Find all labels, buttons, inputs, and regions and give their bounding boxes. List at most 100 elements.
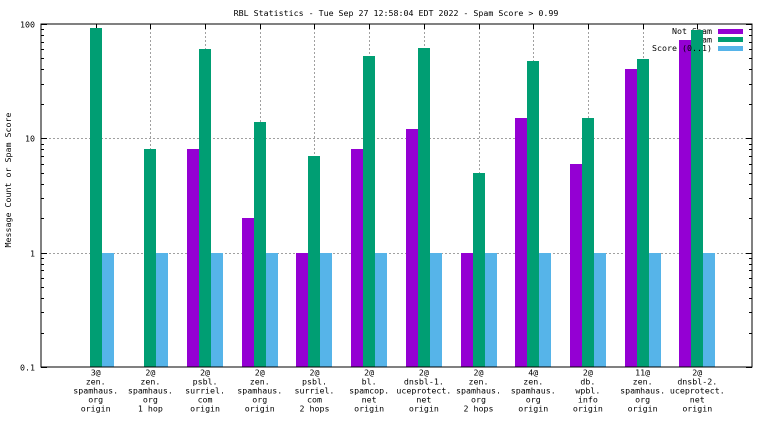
x-tick-label-line: info [578,395,598,405]
y-tick-label: 10 [25,134,35,144]
x-tick-label-line: org [252,395,267,405]
x-tick-label-line: 1 hop [138,404,163,414]
x-tick-label-line: origin [81,404,111,414]
bar-not-spam-2 [187,149,199,367]
bar-score-0-1-6 [430,253,442,367]
x-tick-label-line: spamhaus. [620,386,665,396]
x-tick-label-line: 2@ [255,368,265,378]
x-tick-label-line: 2 hops [299,404,329,414]
bar-spam-11 [691,30,703,367]
x-tick-label-line: spamhaus. [237,386,282,396]
x-tick-label-line: org [143,395,158,405]
bar-score-0-1-11 [703,253,715,367]
bar-score-0-1-7 [485,253,497,367]
x-tick-label-line: net [362,395,377,405]
legend-swatch-spam [718,37,743,42]
x-tick-label-line: surriel. [294,386,334,396]
bar-score-0-1-4 [320,253,332,367]
x-tick-label-line: surriel. [185,386,225,396]
y-tick-label: 1 [30,249,35,259]
legend-swatch-not-spam [718,29,743,34]
x-tick-label-line: zen. [469,377,489,387]
x-tick-label-line: spamhaus. [511,386,556,396]
x-tick-label-line: origin [354,404,384,414]
x-tick-label-line: 2@ [309,368,319,378]
x-tick-label-line: net [416,395,431,405]
bar-spam-6 [418,48,430,367]
x-tick-label-line: 2 hops [464,404,494,414]
x-tick-label-line: 2@ [200,368,210,378]
y-axis-label: Message Count or Spam Score [3,113,13,248]
x-tick-label-line: psbl. [302,377,327,387]
chart-title: RBL Statistics - Tue Sep 27 12:58:04 EDT… [234,8,559,18]
x-tick-label-line: spamhaus. [456,386,501,396]
y-tick-label: 100 [20,20,35,30]
x-tick-label-line: org [635,395,650,405]
y-tick-label: 0.1 [20,363,35,373]
x-tick-label-line: bl. [362,377,377,387]
x-tick-label-line: origin [409,404,439,414]
bar-not-spam-10 [625,69,637,367]
bar-not-spam-5 [351,149,363,367]
x-tick-label-line: com [198,395,213,405]
x-tick-label-line: dnsbl-2. [677,377,717,387]
bar-spam-7 [473,173,485,367]
x-tick-label-line: org [526,395,541,405]
bar-score-0-1-2 [211,253,223,367]
legend-swatch-score-0-1 [718,46,743,51]
x-tick-label-line: dnsbl-1. [404,377,444,387]
x-tick-label-line: 4@ [528,368,538,378]
x-tick-label-line: origin [573,404,603,414]
bar-not-spam-6 [406,129,418,367]
y-tick-labels: 100 10 1 0.1 [20,20,35,373]
bar-spam-10 [637,59,649,367]
bar-not-spam-11 [679,40,691,367]
x-tick-label-line: org [471,395,486,405]
x-tick-label-line: 2@ [364,368,374,378]
bar-spam-9 [582,118,594,367]
x-tick-label-line: net [690,395,705,405]
x-tick-label-line: com [307,395,322,405]
x-tick-label-line: 11@ [635,368,650,378]
bar-score-0-1-10 [649,253,661,367]
bar-spam-8 [527,61,539,367]
bar-score-0-1-9 [594,253,606,367]
bar-score-0-1-0 [102,253,114,367]
x-tick-label-line: zen. [250,377,270,387]
x-tick-label-line: origin [245,404,275,414]
x-tick-label-line: wpbl. [575,386,600,396]
bar-spam-3 [254,122,266,367]
x-tick-label-line: 2@ [419,368,429,378]
bar-score-0-1-5 [375,253,387,367]
bar-series-and-legend: Not SpamSpamScore (0..1) [90,26,743,367]
bar-not-spam-3 [242,218,254,367]
x-tick-label-line: zen. [523,377,543,387]
x-tick-label-line: 2@ [692,368,702,378]
bar-not-spam-9 [570,164,582,367]
bar-not-spam-7 [461,253,473,367]
x-tick-label-line: origin [682,404,712,414]
bar-not-spam-8 [515,118,527,367]
x-tick-label-line: 3@ [91,368,101,378]
x-tick-label-line: origin [628,404,658,414]
x-tick-label-line: uceprotect. [396,386,451,396]
bar-score-0-1-1 [156,253,168,367]
x-tick-label-line: 2@ [474,368,484,378]
bar-spam-5 [363,56,375,367]
x-tick-label-line: origin [518,404,548,414]
legend-label-score-0-1: Score (0..1) [652,43,712,53]
bar-spam-4 [308,156,320,367]
bar-spam-2 [199,49,211,367]
x-tick-labels: 3@zen.spamhaus.orgorigin2@zen.spamhaus.o… [73,368,725,414]
x-tick-label-line: spamhaus. [128,386,173,396]
x-tick-label-line: 2@ [583,368,593,378]
bar-spam-1 [144,149,156,367]
x-tick-label-line: spamcop. [349,386,389,396]
